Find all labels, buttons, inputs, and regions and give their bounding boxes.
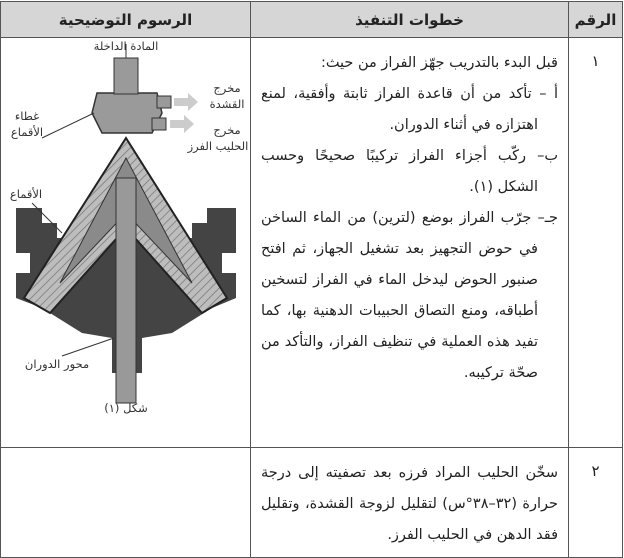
- cover: [91, 92, 163, 134]
- pointer: [41, 112, 95, 139]
- step-text: قبل البدء بالتدريب جهّز الفراز من حيث:: [320, 55, 558, 71]
- figure-label: الأقماع: [10, 187, 42, 201]
- figure-cell: [0, 447, 251, 558]
- figure-label: المادة الداخلة: [94, 39, 159, 53]
- pointer: [31, 202, 63, 234]
- row: ٢ سخّن الحليب المراد فرزه بعد تصفيته إلى…: [0, 447, 623, 558]
- figure-label: القشدة: [210, 97, 245, 111]
- figure-label: الأقماع: [11, 125, 43, 139]
- figure-label: الحليب الفرز: [187, 139, 249, 154]
- outlet: [156, 95, 172, 109]
- figure-cell: المادة الداخلة مخرج القشدة مخرج الحليب ا…: [0, 37, 251, 448]
- figure-label: غطاء: [15, 109, 39, 123]
- figure-caption: شكل (١): [104, 401, 148, 415]
- steps-cell: قبل البدء بالتدريب جهّز الفراز من حيث: أ…: [250, 37, 569, 448]
- outlet: [151, 117, 167, 131]
- step-text: أ – تأكد من أن قاعدة الفراز ثابتة وأفقية…: [261, 86, 558, 133]
- step-text: سخّن الحليب المراد فرزه بعد تصفيته إلى د…: [261, 465, 559, 543]
- step-text: ب– ركّب أجزاء الفراز تركيبًا صحيحًا وحسب…: [261, 148, 558, 195]
- separator-figure: المادة الداخلة مخرج القشدة مخرج الحليب ا…: [10, 39, 249, 415]
- arrow: [174, 93, 198, 111]
- row: ١ قبل البدء بالتدريب جهّز الفراز من حيث:…: [0, 37, 623, 448]
- arrow: [170, 115, 194, 133]
- row-number: ٢: [568, 447, 623, 558]
- inlet-pipe: [113, 57, 139, 95]
- header-row: الرقم خطوات التنفيذ الرسوم التوضيحية: [0, 1, 623, 38]
- figure-label: مخرج: [213, 123, 240, 138]
- steps-cell: سخّن الحليب المراد فرزه بعد تصفيته إلى د…: [250, 447, 569, 558]
- header-cell: الرقم: [568, 1, 623, 38]
- step-text: جـ– جرّب الفراز بوضع (لترين) من الماء ال…: [261, 210, 558, 381]
- header-cell: خطوات التنفيذ: [250, 1, 569, 38]
- pointer: [61, 337, 115, 357]
- figure-label: مخرج: [213, 81, 240, 96]
- spindle: [115, 177, 137, 404]
- header-cell: الرسوم التوضيحية: [0, 1, 251, 38]
- row-number: ١: [568, 37, 623, 448]
- figure-label: محور الدوران: [25, 357, 89, 372]
